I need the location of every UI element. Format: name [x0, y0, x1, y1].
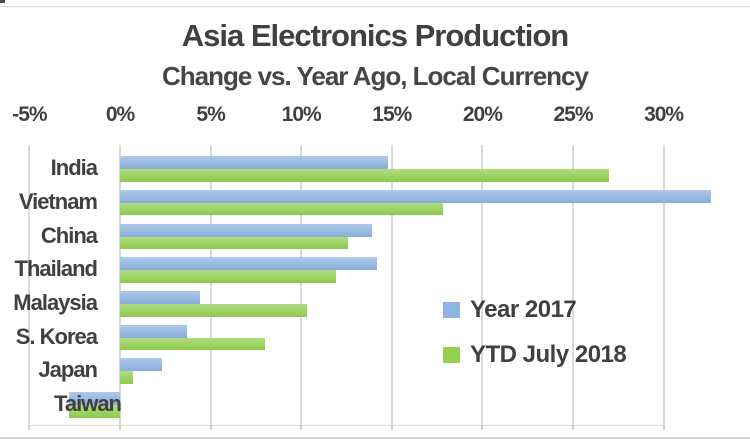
axis-tick-mark — [572, 425, 574, 430]
bar-year-2017 — [120, 257, 378, 271]
category-label: Malaysia — [13, 290, 98, 315]
gridline — [572, 145, 574, 425]
bar-year-2017 — [120, 291, 200, 304]
x-axis-tick-label: 15% — [372, 103, 412, 126]
gridline — [300, 145, 303, 425]
category-label: India — [50, 155, 98, 181]
bar-year-2017 — [120, 156, 389, 170]
gridline — [662, 145, 665, 425]
bar-year-2017 — [69, 392, 120, 406]
bar-year-2017 — [120, 223, 372, 237]
x-axis-tick-label: -5% — [12, 103, 47, 126]
x-axis-tick-label: 30% — [644, 103, 684, 126]
bar-ytd-july-2018 — [120, 202, 443, 216]
legend-label: YTD July 2018 — [470, 341, 627, 368]
category-label: China — [40, 222, 98, 248]
bottom-frame-line — [0, 437, 750, 439]
chart-title: Asia Electronics Production — [181, 18, 569, 53]
bar-year-2017 — [120, 189, 711, 203]
category-label: S. Korea — [15, 323, 98, 349]
gridline — [209, 145, 212, 425]
bar-ytd-july-2018 — [120, 371, 133, 384]
chart-legend: Year 2017 YTD July 2018 — [443, 296, 627, 386]
category-label: Taiwan — [54, 391, 122, 417]
x-axis-tick-label: 25% — [553, 103, 593, 126]
bar-ytd-july-2018 — [120, 304, 307, 317]
axis-tick-mark — [209, 425, 212, 430]
category-label: Japan — [38, 357, 98, 383]
chart-subtitle: Change vs. Year Ago, Local Currency — [162, 61, 589, 91]
bar-year-2017 — [120, 324, 188, 338]
bar-ytd-july-2018 — [120, 270, 336, 283]
legend-item: YTD July 2018 — [443, 341, 627, 369]
gridline — [119, 145, 121, 425]
axis-tick-mark — [481, 425, 484, 430]
gridline — [28, 145, 31, 425]
axis-tick-mark — [662, 425, 665, 430]
axis-tick-mark — [390, 425, 393, 430]
bar-ytd-july-2018 — [120, 236, 349, 250]
legend-swatch-icon — [443, 302, 460, 318]
x-axis-tick-label: 0% — [105, 103, 135, 126]
category-label: Vietnam — [18, 188, 98, 214]
x-axis-tick-label: 5% — [196, 103, 225, 126]
bar-year-2017 — [120, 358, 162, 372]
top-frame-line — [0, 6, 750, 7]
bar-ytd-july-2018 — [120, 337, 265, 351]
gridline — [481, 145, 484, 425]
axis-tick-mark — [119, 425, 121, 430]
bar-ytd-july-2018 — [69, 405, 120, 418]
axis-tick-mark — [300, 425, 303, 430]
gridline — [390, 145, 393, 425]
x-axis-line — [28, 425, 665, 426]
legend-item: Year 2017 — [443, 296, 626, 324]
legend-label: Year 2017 — [470, 296, 577, 323]
bar-ytd-july-2018 — [120, 169, 610, 182]
category-label: Thailand — [14, 256, 98, 282]
x-axis-tick-label: 20% — [462, 103, 503, 126]
window-corner-artifact — [0, 0, 5, 3]
legend-swatch-icon — [443, 347, 460, 363]
axis-tick-mark — [28, 425, 31, 430]
x-axis-tick-label: 10% — [281, 103, 322, 126]
